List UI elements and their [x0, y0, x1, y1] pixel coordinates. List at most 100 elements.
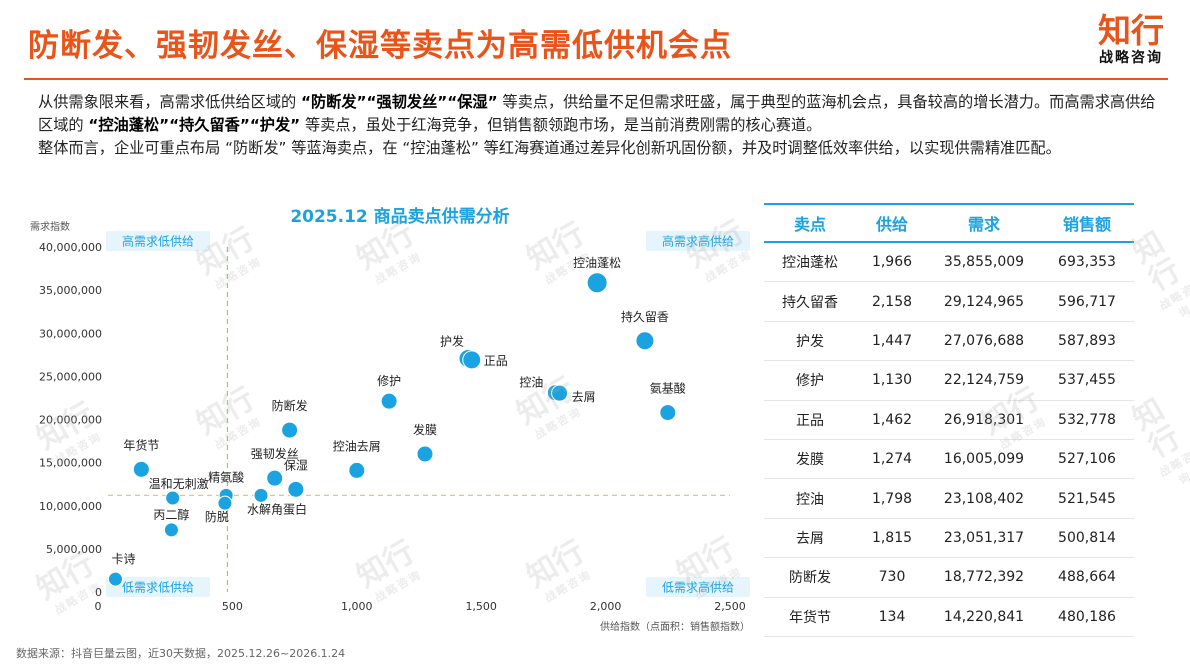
data-point-label: 修护: [377, 373, 401, 388]
data-point-label: 发膜: [413, 422, 437, 437]
table-cell: 1,966: [871, 254, 913, 271]
data-point: [416, 445, 434, 463]
table-cell: 488,664: [1058, 569, 1116, 586]
description: 从供需象限来看，高需求低供给区域的 “防断发”“强韧发丝”“保湿” 等卖点，供给…: [38, 91, 1158, 160]
table-cell: 22,124,759: [943, 372, 1025, 389]
data-point: [287, 480, 305, 498]
desc-highlight: “控油蓬松”“持久留香”“护发”: [88, 116, 301, 134]
table-cell: 年货节: [789, 609, 831, 626]
y-tick-label: 20,000,000: [39, 414, 102, 427]
table-cell: 防断发: [789, 570, 831, 587]
quadrant-label-bottom-right-bg: [646, 577, 750, 597]
data-point-label: 强韧发丝: [251, 446, 299, 461]
data-point-label: 防脱: [205, 509, 229, 524]
data-point-label: 保湿: [284, 457, 308, 472]
table-cell: 29,124,965: [943, 293, 1025, 310]
x-tick-label: 2,000: [590, 600, 622, 613]
data-point-label: 控油去屑: [333, 439, 381, 453]
data-point: [586, 272, 608, 294]
table-cell: 730: [878, 569, 906, 586]
quadrant-label-bottom-right: 低需求高供给: [662, 580, 734, 595]
table-cell: 修护: [796, 373, 824, 390]
data-point-label: 控油: [519, 376, 543, 390]
data-point: [380, 392, 398, 410]
data-point: [107, 571, 123, 587]
data-point-label: 去屑: [572, 390, 596, 404]
quadrant-label-bottom-left: 低需求低供给: [122, 581, 194, 595]
table-cell: 1,798: [871, 490, 913, 507]
table-row: 正品 1,462 26,918,301 532,778: [764, 401, 1134, 440]
table-cell: 23,051,317: [943, 529, 1025, 546]
table-header: 卖点 供给 需求 销售额: [764, 203, 1134, 243]
page-title: 防断发、强韧发丝、保湿等卖点为高需低供机会点: [28, 28, 732, 64]
table-cell: 去屑: [796, 530, 824, 547]
quadrant-label-top-left: 高需求低供给: [122, 234, 194, 249]
table-header-cell: 销售额: [1062, 215, 1111, 234]
y-tick-label: 40,000,000: [39, 241, 102, 254]
desc-text: 从供需象限来看，高需求低供给区域的: [38, 93, 302, 111]
data-point-label: 卡诗: [111, 552, 135, 566]
data-point: [635, 331, 655, 351]
data-point: [163, 522, 179, 538]
quadrant-label-top-left-bg: [106, 231, 210, 251]
data-point: [348, 461, 366, 479]
data-point-label: 水解角蛋白: [247, 501, 307, 516]
x-tick-label: 1,000: [341, 600, 373, 613]
desc-text: 等卖点，虽处于红海竞争，但销售额领跑市场，是当前消费刚需的核心赛道。: [300, 116, 822, 134]
y-axis-title: 需求指数: [30, 222, 70, 233]
y-tick-label: 35,000,000: [39, 284, 102, 297]
table-row: 控油 1,798 23,108,402 521,545: [764, 479, 1134, 519]
table-row: 年货节 134 14,220,841 480,186: [764, 598, 1134, 637]
x-tick-label: 0: [95, 600, 102, 613]
quadrant-label-top-right: 高需求高供给: [662, 234, 734, 249]
table-cell: 532,778: [1058, 411, 1116, 428]
x-axis-title: 供给指数（点面积：销售额指数）: [600, 620, 750, 633]
data-point-label: 丙二醇: [153, 507, 189, 522]
data-point: [551, 384, 569, 402]
table-cell: 1,815: [871, 529, 913, 546]
table-cell: 正品: [796, 412, 824, 429]
table-cell: 521,545: [1058, 490, 1116, 507]
table-cell: 596,717: [1058, 293, 1116, 310]
data-point: [253, 487, 269, 503]
desc-highlight: “防断发”“强韧发丝”“保湿”: [301, 93, 498, 111]
desc-summary: 整体而言，企业可重点布局 “防断发” 等蓝海卖点，在 “控油蓬松” 等红海赛道通…: [38, 139, 1061, 157]
data-point: [462, 350, 482, 370]
table-cell: 35,855,009: [943, 254, 1025, 271]
logo-sub-text: 战略咨询: [1099, 50, 1163, 66]
data-point-label: 年货节: [123, 437, 159, 452]
table-cell: 1,274: [871, 451, 913, 468]
chart-title: 2025.12 商品卖点供需分析: [290, 207, 510, 227]
data-point-label: 氨基酸: [650, 381, 686, 396]
desc-text: 等卖点，供给量不足但需求旺盛，属于典型的蓝海机会点，具备较高的增长潜力。而高需求…: [38, 93, 1156, 134]
table-cell: 134: [878, 608, 906, 625]
y-tick-label: 0: [95, 586, 102, 599]
table-row: 持久留香 2,158 29,124,965 596,717: [764, 282, 1134, 322]
table-cell: 18,772,392: [943, 569, 1025, 586]
table-cell: 持久留香: [782, 294, 838, 311]
table-header-cell: 卖点: [793, 215, 826, 234]
data-point: [165, 490, 181, 506]
table-row: 发膜 1,274 16,005,099 527,106: [764, 440, 1134, 480]
table-cell: 1,462: [871, 411, 913, 428]
table-cell: 护发: [796, 333, 824, 350]
table-cell: 1,130: [871, 372, 913, 389]
logo-main-text: 知行: [1098, 11, 1164, 50]
y-tick-label: 25,000,000: [39, 370, 102, 383]
data-point: [217, 495, 233, 511]
table-header-cell: 供给: [875, 215, 908, 234]
scatter-plot: 0 5,000,000 10,000,000 15,000,000 20,000,000…: [39, 231, 750, 633]
table-cell: 发膜: [796, 452, 824, 469]
y-tick-label: 5,000,000: [46, 543, 102, 556]
y-tick-label: 15,000,000: [39, 457, 102, 470]
table-cell: 537,455: [1058, 372, 1116, 389]
table-row: 修护 1,130 22,124,759 537,455: [764, 361, 1134, 401]
data-point: [266, 469, 284, 487]
table-row: 控油蓬松 1,966 35,855,009 693,353: [764, 243, 1134, 283]
data-point-label: 正品: [484, 354, 508, 368]
table-cell: 693,353: [1058, 254, 1116, 271]
table-cell: 16,005,099: [943, 451, 1025, 468]
table-cell: 控油蓬松: [782, 255, 838, 272]
data-point-label: 防断发: [272, 398, 308, 413]
data-point-label: 护发: [440, 333, 464, 348]
